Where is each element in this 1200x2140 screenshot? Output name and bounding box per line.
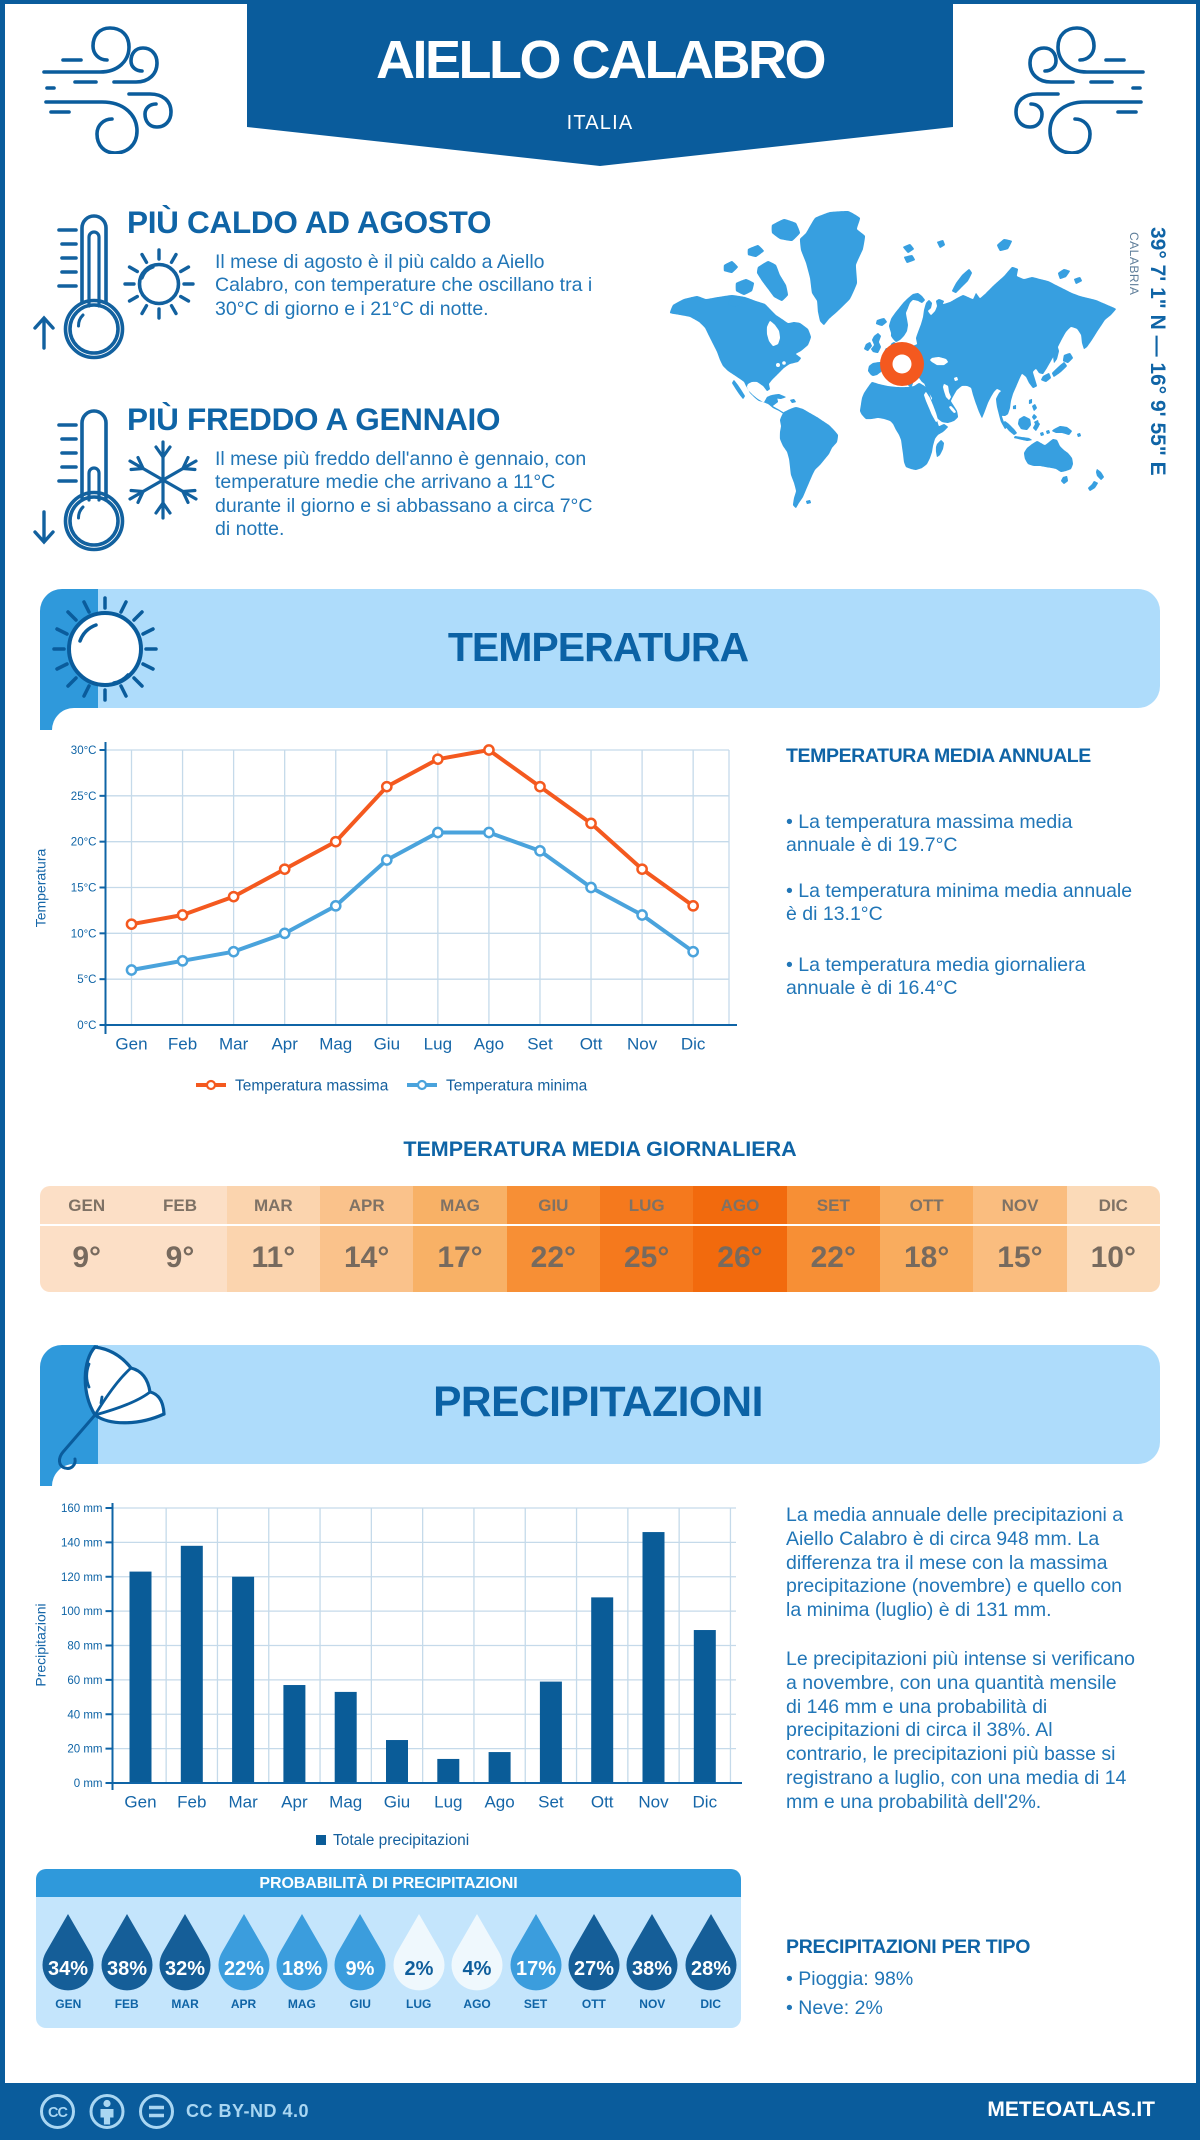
svg-text:Feb: Feb	[177, 1793, 206, 1812]
svg-text:Giu: Giu	[374, 1035, 400, 1054]
svg-text:10°C: 10°C	[71, 928, 97, 940]
svg-text:5°C: 5°C	[77, 974, 96, 986]
svg-text:140 mm: 140 mm	[61, 1537, 103, 1549]
svg-text:2%: 2%	[404, 1958, 433, 1980]
svg-text:Giu: Giu	[384, 1793, 410, 1812]
svg-text:Mar: Mar	[219, 1035, 249, 1054]
svg-text:Ott: Ott	[580, 1035, 603, 1054]
svg-text:22%: 22%	[223, 1958, 263, 1980]
svg-text:32%: 32%	[165, 1958, 205, 1980]
svg-text:Nov: Nov	[638, 1793, 669, 1812]
svg-text:38%: 38%	[107, 1958, 147, 1980]
svg-text:0 mm: 0 mm	[74, 1778, 103, 1790]
svg-text:40 mm: 40 mm	[67, 1709, 102, 1721]
svg-text:Gen: Gen	[124, 1793, 156, 1812]
svg-text:Gen: Gen	[115, 1035, 147, 1054]
svg-text:25°C: 25°C	[71, 791, 97, 803]
svg-text:Temperatura massima: Temperatura massima	[235, 1078, 389, 1095]
svg-text:18%: 18%	[282, 1958, 322, 1980]
svg-text:Feb: Feb	[168, 1035, 197, 1054]
svg-text:34%: 34%	[48, 1958, 88, 1980]
svg-text:20°C: 20°C	[71, 837, 97, 849]
svg-text:Set: Set	[538, 1793, 564, 1812]
svg-text:Ott: Ott	[591, 1793, 614, 1812]
svg-text:4%: 4%	[463, 1958, 492, 1980]
svg-text:Mag: Mag	[319, 1035, 352, 1054]
svg-text:Dic: Dic	[693, 1793, 718, 1812]
svg-text:100 mm: 100 mm	[61, 1606, 103, 1618]
svg-text:Dic: Dic	[681, 1035, 706, 1054]
svg-text:160 mm: 160 mm	[61, 1503, 103, 1515]
svg-text:30°C: 30°C	[71, 745, 97, 757]
svg-text:27%: 27%	[574, 1958, 614, 1980]
svg-text:17%: 17%	[515, 1958, 555, 1980]
svg-text:Precipitazioni: Precipitazioni	[33, 1603, 49, 1686]
svg-text:15°C: 15°C	[71, 883, 97, 895]
svg-text:Set: Set	[527, 1035, 553, 1054]
svg-text:Lug: Lug	[434, 1793, 462, 1812]
svg-text:Ago: Ago	[484, 1793, 514, 1812]
svg-text:Apr: Apr	[281, 1793, 308, 1812]
svg-text:Apr: Apr	[271, 1035, 298, 1054]
svg-text:Ago: Ago	[474, 1035, 504, 1054]
svg-text:Mar: Mar	[228, 1793, 258, 1812]
svg-text:60 mm: 60 mm	[67, 1675, 102, 1687]
svg-text:80 mm: 80 mm	[67, 1641, 102, 1653]
svg-text:Totale precipitazioni: Totale precipitazioni	[333, 1832, 469, 1849]
svg-text:9%: 9%	[346, 1958, 375, 1980]
svg-text:38%: 38%	[632, 1958, 672, 1980]
svg-text:Nov: Nov	[627, 1035, 658, 1054]
svg-text:120 mm: 120 mm	[61, 1572, 103, 1584]
svg-text:Temperatura: Temperatura	[33, 848, 49, 927]
svg-text:20 mm: 20 mm	[67, 1744, 102, 1756]
svg-text:0°C: 0°C	[77, 1020, 96, 1032]
svg-text:Lug: Lug	[424, 1035, 452, 1054]
svg-text:CC: CC	[48, 2105, 68, 2121]
svg-text:28%: 28%	[691, 1958, 731, 1980]
svg-text:Temperatura minima: Temperatura minima	[446, 1078, 588, 1095]
svg-text:Mag: Mag	[329, 1793, 362, 1812]
